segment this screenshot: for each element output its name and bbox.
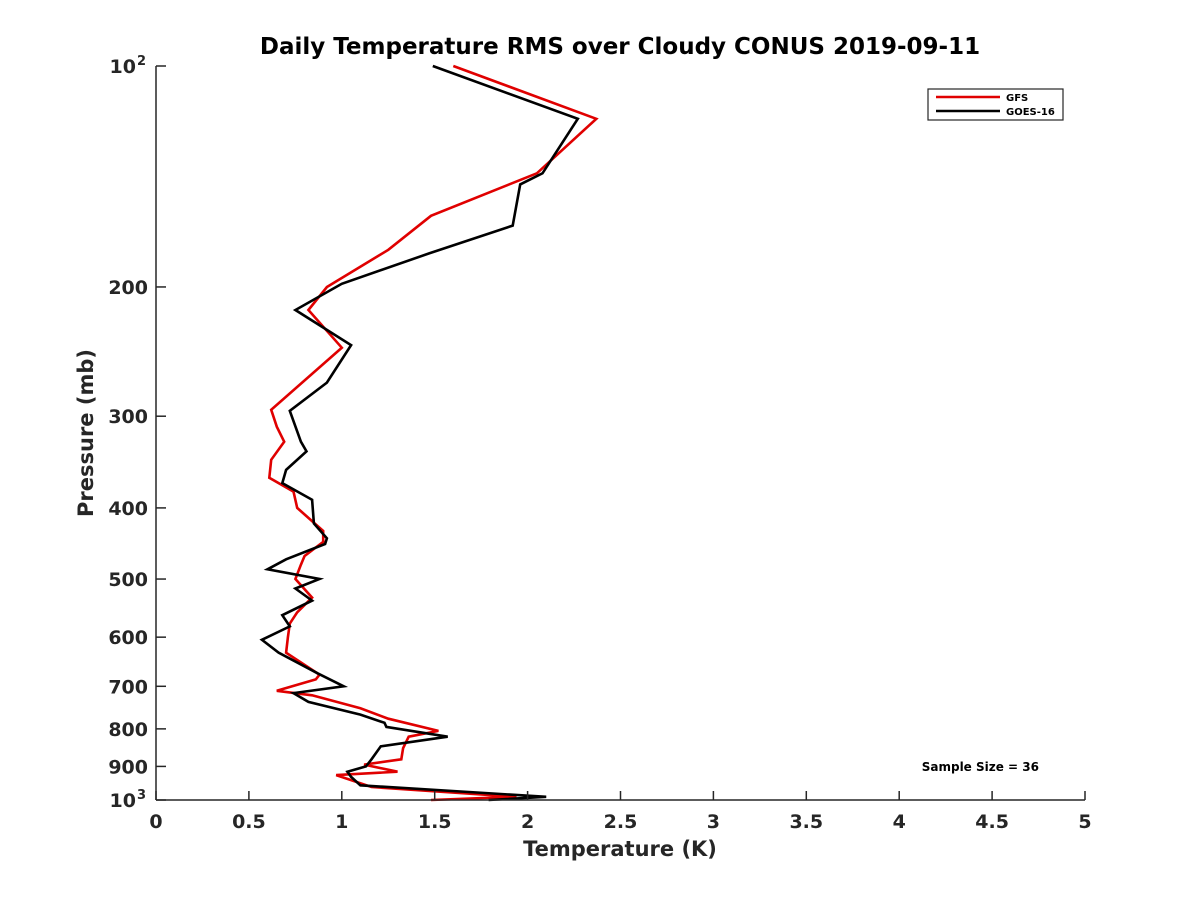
y-tick-label-900: 900 [108, 756, 148, 778]
x-tick-label-5: 5 [1078, 811, 1091, 833]
y-tick-label-500: 500 [108, 569, 148, 591]
series-line-goes-16 [259, 64, 580, 802]
chart-title: Daily Temperature RMS over Cloudy CONUS … [260, 34, 980, 60]
legend-label-goes16: GOES-16 [1006, 107, 1055, 118]
y-tick-label-200: 200 [108, 277, 148, 299]
y-axis-label: Pressure (mb) [74, 349, 98, 517]
legend: GFS GOES-16 [927, 88, 1064, 121]
series-layer [259, 64, 599, 802]
x-tick-label-2-5: 2.5 [604, 811, 638, 833]
y-tick-exponent-1000: 3 [137, 788, 146, 803]
x-tick-label-4: 4 [893, 811, 906, 833]
x-tick-label-3: 3 [707, 811, 720, 833]
legend-label-gfs: GFS [1006, 93, 1028, 104]
x-tick-label-1: 1 [335, 811, 348, 833]
y-tick-label-300: 300 [108, 406, 148, 428]
x-tick-label-1-5: 1.5 [418, 811, 452, 833]
y-tick-label-400: 400 [108, 498, 148, 520]
y-tick-exponent-100: 2 [137, 54, 146, 69]
y-tick-label-700: 700 [108, 676, 148, 698]
y-tick-label-100: 10 [110, 56, 136, 78]
x-tick-label-0: 0 [149, 811, 162, 833]
series-line-gfs [267, 64, 599, 802]
x-tick-label-0-5: 0.5 [232, 811, 266, 833]
y-tick-label-600: 600 [108, 627, 148, 649]
y-tick-label-800: 800 [108, 719, 148, 741]
y-tick-label-1000: 10 [110, 790, 136, 812]
x-tick-label-3-5: 3.5 [789, 811, 823, 833]
x-axis-label: Temperature (K) [523, 837, 717, 861]
legend-box [927, 88, 1064, 121]
x-tick-label-4-5: 4.5 [975, 811, 1009, 833]
x-axis-ticks: 0 0.5 1 1.5 2 2.5 3 3.5 4 4.5 5 [149, 791, 1092, 833]
sample-size-annotation: Sample Size = 36 [922, 760, 1039, 774]
x-tick-label-2: 2 [521, 811, 534, 833]
